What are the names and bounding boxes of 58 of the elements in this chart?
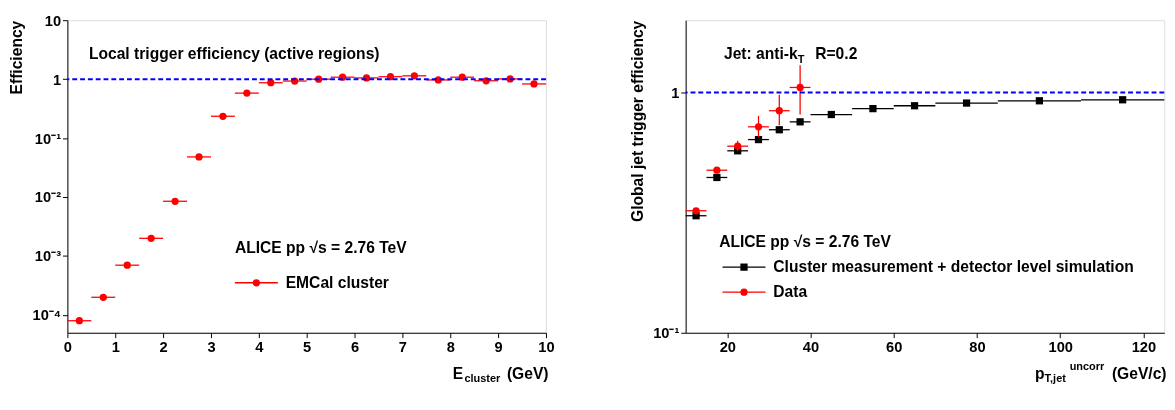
point — [99, 293, 107, 301]
x-tick-label: 1 — [111, 338, 120, 355]
point — [775, 126, 783, 134]
point — [775, 107, 783, 115]
point — [1119, 96, 1127, 104]
point — [75, 317, 83, 325]
x-tick-label: 0 — [63, 338, 72, 355]
annotation: Local trigger efficiency (active regions) — [88, 45, 380, 63]
y-axis-title: Global jet trigger efficiency — [628, 20, 646, 222]
point — [754, 123, 763, 131]
point — [219, 112, 227, 120]
point — [692, 207, 700, 215]
x-tick-label: 8 — [446, 338, 455, 355]
point — [910, 102, 919, 110]
x-tick-label: 7 — [398, 338, 407, 355]
point — [713, 173, 721, 182]
x-tick-label: 60 — [886, 338, 903, 355]
y-tick-label: 10 — [44, 12, 62, 29]
point — [796, 118, 804, 126]
point — [962, 99, 971, 107]
point — [754, 135, 763, 144]
legend-label: Data — [773, 283, 808, 301]
annotation: ALICE pp √s = 2.76 TeV — [234, 239, 408, 257]
x-tick-label: 80 — [969, 338, 986, 355]
legend-label: EMCal cluster — [285, 273, 389, 291]
x-tick-label: 10 — [538, 338, 555, 355]
point — [410, 72, 418, 80]
x-tick-label: 20 — [719, 338, 736, 355]
y-tick-label: 10⁻¹ — [34, 130, 62, 147]
point — [713, 166, 721, 174]
point — [243, 89, 251, 97]
point — [171, 197, 179, 205]
point — [827, 110, 835, 119]
point — [796, 83, 804, 92]
point — [1035, 97, 1044, 105]
point — [147, 234, 155, 242]
point — [123, 261, 131, 269]
x-tick-label: 6 — [350, 338, 360, 355]
y-tick-label: 10⁻³ — [34, 248, 62, 265]
x-tick-label: 5 — [303, 338, 312, 355]
legend-label: Cluster measurement + detector level simulation — [773, 258, 1134, 276]
x-tick-label: 120 — [1131, 338, 1157, 355]
x-tick-label: 2 — [159, 338, 168, 355]
point — [530, 80, 538, 88]
y-tick-label: 10⁻¹ — [653, 325, 680, 342]
x-tick-label: 40 — [802, 338, 820, 355]
y-tick-label: 10⁻⁴ — [32, 307, 62, 324]
y-tick-label: 10⁻² — [34, 189, 62, 206]
point — [267, 79, 275, 87]
y-axis-title: Efficiency — [7, 20, 25, 95]
x-tick-label: 9 — [494, 338, 503, 355]
point — [869, 105, 877, 113]
x-tick-label: 3 — [207, 338, 216, 355]
point — [195, 153, 203, 161]
x-tick-label: 4 — [255, 338, 265, 355]
annotation: ALICE pp √s = 2.76 TeV — [719, 233, 892, 251]
x-tick-label: 100 — [1048, 338, 1073, 355]
y-tick-label: 1 — [52, 71, 62, 88]
